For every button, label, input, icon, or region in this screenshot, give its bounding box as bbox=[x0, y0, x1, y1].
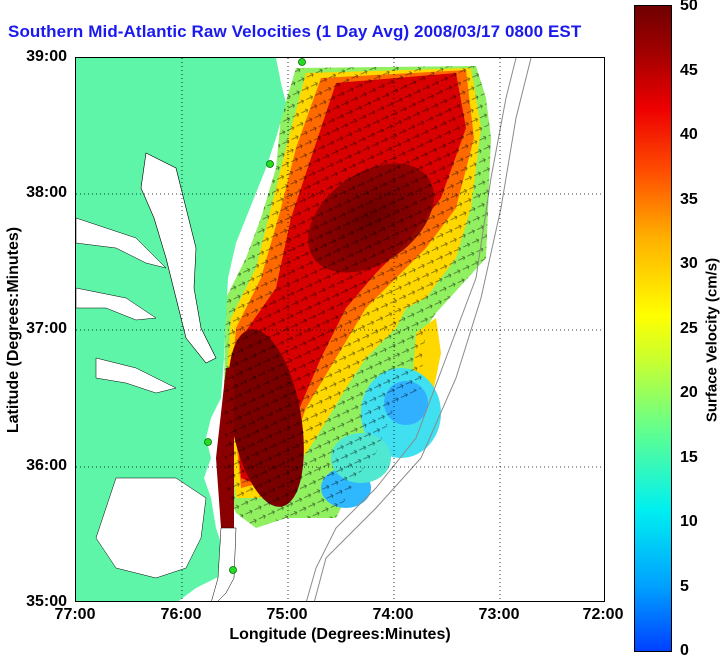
x-tick-label: 77:00 bbox=[54, 606, 96, 623]
radar-stations bbox=[204, 58, 306, 574]
map-title: Southern Mid-Atlantic Raw Velocities (1 … bbox=[8, 22, 582, 41]
map-plot-area bbox=[75, 57, 605, 602]
colorbar bbox=[634, 5, 672, 652]
colorbar-tick: 45 bbox=[680, 62, 698, 79]
colorbar-tick: 10 bbox=[680, 513, 698, 530]
colorbar-tick: 25 bbox=[680, 320, 698, 337]
colorbar-tick: 35 bbox=[680, 191, 698, 208]
station-marker bbox=[298, 58, 306, 66]
station-marker bbox=[229, 566, 237, 574]
colorbar-tick: 30 bbox=[680, 255, 698, 272]
y-tick-label: 36:00 bbox=[26, 457, 67, 474]
graticule bbox=[76, 58, 604, 601]
colorbar-tick: 40 bbox=[680, 126, 698, 143]
bathymetry-contours bbox=[306, 58, 532, 601]
colorbar-tick: 50 bbox=[680, 0, 698, 14]
y-tick-label: 37:00 bbox=[26, 320, 67, 337]
x-tick-label: 74:00 bbox=[372, 606, 414, 623]
colorbar-tick: 20 bbox=[680, 384, 698, 401]
colorbar-label: Surface Velocity (cm/s) bbox=[703, 257, 721, 423]
x-tick-label: 75:00 bbox=[266, 606, 308, 623]
y-axis-label: Latitude (Degrees:Minutes) bbox=[5, 226, 22, 434]
colorbar-tick: 0 bbox=[680, 642, 689, 659]
station-marker bbox=[266, 160, 274, 168]
y-tick-label: 39:00 bbox=[26, 48, 67, 65]
x-tick-label: 73:00 bbox=[478, 606, 520, 623]
colorbar-tick: 5 bbox=[680, 578, 689, 595]
y-tick-label: 38:00 bbox=[26, 184, 67, 201]
station-marker bbox=[204, 438, 212, 446]
x-tick-label: 72:00 bbox=[582, 606, 624, 623]
x-axis-label: Longitude (Degrees:Minutes) bbox=[229, 626, 451, 643]
y-tick-label: 35:00 bbox=[26, 593, 67, 610]
velocity-map bbox=[76, 58, 604, 601]
colorbar-tick: 15 bbox=[680, 449, 698, 466]
x-tick-label: 76:00 bbox=[160, 606, 202, 623]
